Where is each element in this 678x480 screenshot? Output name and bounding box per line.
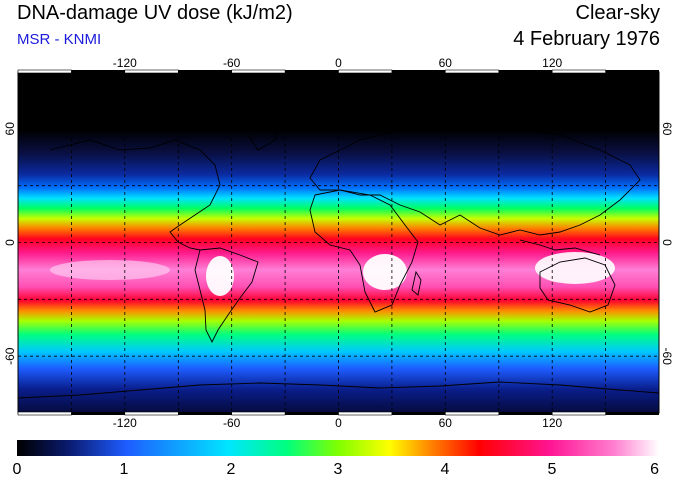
lat-label-left: 60 [3,122,17,136]
lat-label-right: -60 [660,348,674,366]
date-label: 4 February 1976 [513,28,660,50]
australia-outline [539,257,616,313]
lat-label-left: -60 [3,347,17,365]
lon-label-bottom: 60 [439,416,453,430]
uv-maximum-patches [50,252,615,296]
lon-label-bottom: 0 [335,416,342,430]
colorbar-tick-label: 5 [548,461,557,478]
colorbar-tick-label: 2 [227,461,236,478]
sky-condition-label: Clear-sky [575,2,660,24]
indonesia-outline [519,239,601,256]
colorbar-tick-label: 4 [441,461,450,478]
colorbar-tick-label: 1 [120,461,129,478]
colorbar [17,440,659,456]
south-america-outline [194,247,259,344]
graticule [18,72,659,413]
lat-label-left: 0 [3,239,17,246]
lat-label-right: 0 [660,239,674,246]
map-title: DNA-damage UV dose (kJ/m2) [17,2,293,24]
border-scale-bars [17,69,659,416]
coastlines [18,91,659,399]
lon-label-bottom: -120 [113,416,137,430]
colorbar-tick-label: 0 [13,461,22,478]
colorbar-tick-label: 6 [650,461,659,478]
lon-label-bottom: -60 [223,416,241,430]
colorbar-tick-label: 3 [334,461,343,478]
north-america-outline [49,139,221,251]
lon-label-top: 0 [335,56,342,70]
lat-label-right: 60 [660,122,674,136]
africa-outline [309,189,419,313]
madagascar-outline [411,270,422,296]
lon-label-top: 120 [542,56,562,70]
lon-label-top: -60 [223,56,241,70]
lon-label-bottom: 120 [542,416,562,430]
greenland-outline [237,91,286,151]
lon-label-top: -120 [113,56,137,70]
source-label: MSR - KNMI [17,31,102,48]
lon-label-top: 60 [439,56,453,70]
europe-asia-outline [309,124,641,236]
antarctica-outline [18,381,659,399]
